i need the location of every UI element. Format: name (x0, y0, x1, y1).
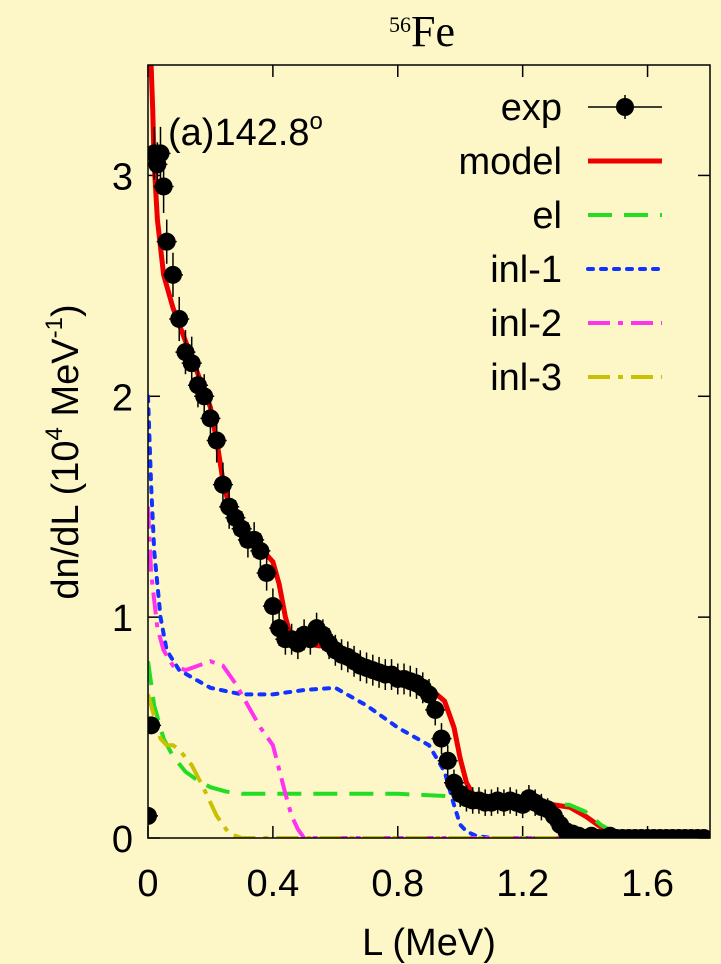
x-tick-label: 1.2 (496, 863, 549, 905)
legend-label-exp: exp (501, 87, 562, 129)
exp-point (263, 597, 282, 616)
annotation-degree: o (310, 108, 323, 135)
y-tick-label: 1 (112, 598, 133, 640)
y-label-part-c: ) (45, 304, 87, 317)
y-axis-label: dn/dL (104 MeV-1) (41, 304, 87, 599)
series-el (148, 661, 710, 838)
exp-point (251, 541, 270, 560)
series-inl-3 (148, 693, 710, 838)
exp-point (207, 431, 226, 450)
legend-label-inl-2: inl-2 (490, 303, 562, 345)
title-main: Fe (411, 7, 455, 56)
series-inl-1 (148, 394, 710, 838)
exp-point (151, 144, 170, 163)
y-tick-label: 2 (112, 377, 133, 419)
plot-frame (147, 64, 711, 839)
y-tick-label: 0 (112, 819, 133, 861)
exp-point (157, 232, 176, 251)
exp-point (163, 265, 182, 284)
y-label-part-b: MeV (45, 338, 87, 427)
exp-point (257, 563, 276, 582)
x-tick-label: 0.8 (371, 863, 424, 905)
exp-point (213, 475, 232, 494)
exp-point (420, 685, 438, 704)
chart-title: 56Fe (389, 7, 455, 56)
legend-swatch-exp-point (616, 98, 634, 116)
y-label-part-a: dn/dL (10 (45, 440, 87, 599)
exp-point (694, 829, 710, 838)
tick-labels: 0 0.4 0.8 1.2 1.6 0 1 2 3 (112, 156, 674, 905)
legend-label-model: model (459, 141, 563, 183)
y-tick-label: 3 (112, 156, 133, 198)
series-inl-2 (148, 506, 710, 838)
series-layer (148, 65, 710, 838)
exp-point (201, 409, 220, 428)
title-superscript: 56 (389, 12, 411, 37)
exp-point (438, 751, 457, 770)
exp-point (170, 309, 189, 328)
legend-label-inl-1: inl-1 (490, 249, 562, 291)
annotation-text: (a)142.8 (168, 112, 310, 154)
angle-annotation: (a)142.8o (168, 108, 323, 154)
legend-label-el: el (532, 195, 562, 237)
y-label-exp2: -1 (41, 317, 68, 338)
x-axis-label: L (MeV) (362, 922, 496, 964)
x-tick-label: 0.4 (246, 863, 299, 905)
x-tick-label: 1.6 (621, 863, 674, 905)
x-tick-label: 0 (137, 863, 158, 905)
exp-point (148, 716, 161, 735)
exp-point (195, 387, 214, 406)
clipped-series (148, 65, 710, 838)
exp-point (148, 806, 157, 825)
y-label-exp: 4 (41, 427, 68, 440)
series-model (148, 65, 710, 838)
exp-point (432, 729, 451, 748)
series-exp (148, 126, 710, 838)
legend: exp model el inl-1 inl-2 inl-3 (459, 87, 664, 399)
legend-label-inl-3: inl-3 (490, 357, 562, 399)
exp-point (182, 354, 201, 373)
tick-marks (147, 65, 710, 839)
exp-point (426, 700, 445, 719)
exp-point (154, 177, 173, 196)
